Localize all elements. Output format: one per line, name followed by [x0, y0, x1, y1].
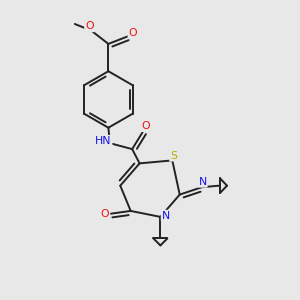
Text: O: O: [128, 28, 137, 38]
Text: O: O: [101, 209, 110, 220]
Text: N: N: [199, 177, 207, 187]
Text: O: O: [142, 121, 150, 131]
Text: N: N: [162, 211, 170, 221]
Text: O: O: [85, 21, 94, 32]
Text: HN: HN: [95, 136, 112, 146]
Text: S: S: [170, 151, 177, 160]
